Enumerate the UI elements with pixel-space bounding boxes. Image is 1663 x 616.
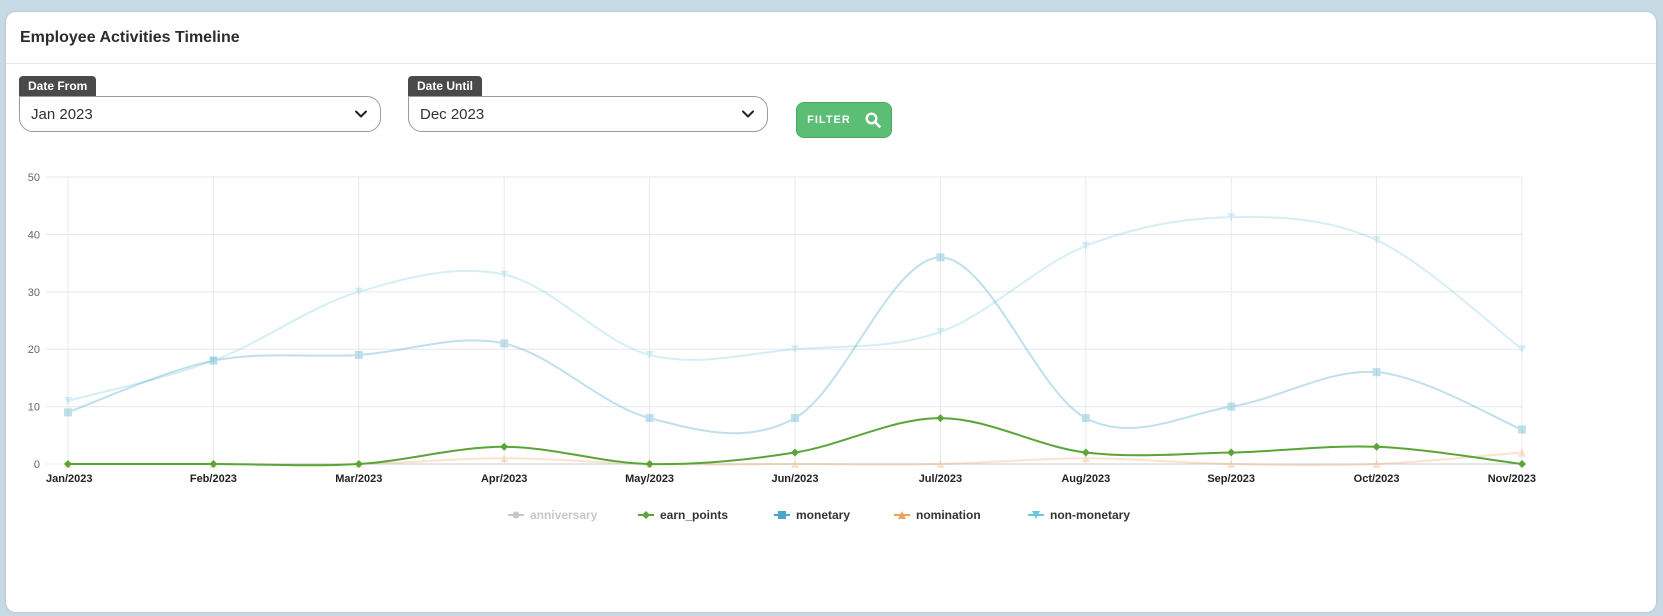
x-tick-label: Apr/2023 (481, 473, 527, 485)
search-icon (865, 112, 881, 128)
date-from-value: Jan 2023 (31, 105, 93, 123)
data-point-non-monetary (936, 327, 945, 336)
filter-button[interactable]: FILTER (796, 102, 892, 138)
legend-item-anniversary[interactable]: anniversary (508, 508, 598, 522)
data-point-non-monetary (1372, 236, 1381, 245)
x-tick-label: Feb/2023 (190, 473, 237, 485)
chevron-down-icon (742, 110, 754, 118)
activities-line-chart: 0 10 20 30 40 50 Jan/2023 Feb/2023 Mar/2023 Apr/… (28, 172, 1536, 522)
series-monetary (64, 253, 1526, 435)
series-earn_points (64, 414, 1526, 468)
chevron-down-icon (355, 110, 367, 118)
x-tick-label: Nov/2023 (1488, 473, 1536, 485)
date-until-value: Dec 2023 (420, 105, 485, 123)
data-point-monetary (500, 339, 509, 348)
data-point-earn_points (1227, 448, 1236, 457)
x-tick-label: Oct/2023 (1354, 473, 1400, 485)
legend-marker (1032, 511, 1040, 519)
date-from-select[interactable]: Jan 2023 (19, 96, 381, 132)
data-point-non-monetary (1081, 241, 1090, 250)
data-point-nomination (1081, 454, 1090, 463)
data-point-non-monetary (500, 270, 509, 279)
data-point-earn_points (354, 460, 363, 468)
x-axis: Jan/2023 Feb/2023 Mar/2023 Apr/2023 May/2023… (46, 473, 1536, 485)
data-point-non-monetary (64, 396, 72, 405)
legend-item-monetary[interactable]: monetary (774, 508, 850, 522)
legend-marker (512, 511, 520, 519)
data-point-nomination (1372, 460, 1381, 468)
card-header: Employee Activities Timeline (6, 12, 1656, 64)
data-point-earn_points (209, 460, 218, 468)
data-point-monetary (936, 253, 945, 262)
data-point-earn_points (500, 442, 509, 451)
chart-series (64, 213, 1526, 468)
y-axis: 0 10 20 30 40 50 (28, 172, 40, 471)
date-from-label: Date From (19, 76, 97, 96)
data-point-earn_points (1518, 460, 1526, 468)
x-tick-label: May/2023 (625, 473, 674, 485)
x-tick-label: Sep/2023 (1207, 473, 1255, 485)
data-point-earn_points (791, 448, 799, 457)
data-point-non-monetary (354, 287, 363, 296)
x-tick-label: Jan/2023 (46, 473, 92, 485)
data-point-nomination (936, 460, 945, 468)
data-point-monetary (791, 414, 799, 423)
data-point-non-monetary (645, 350, 654, 359)
x-tick-label: Jun/2023 (771, 473, 818, 485)
data-point-monetary (1372, 368, 1381, 377)
legend-item-non-monetary[interactable]: non-monetary (1028, 508, 1130, 522)
data-point-earn_points (1372, 442, 1381, 451)
date-until-select[interactable]: Dec 2023 (408, 96, 768, 132)
data-point-non-monetary (209, 356, 218, 365)
data-point-nomination (500, 454, 509, 463)
legend-marker (778, 511, 786, 519)
series-line-monetary (67, 256, 1523, 435)
x-tick-label: Jul/2023 (919, 473, 962, 485)
data-point-monetary (1518, 425, 1526, 434)
y-tick-label: 30 (28, 287, 40, 299)
data-point-monetary (1081, 414, 1090, 423)
data-point-non-monetary (791, 345, 799, 354)
series-line-non-monetary (67, 216, 1523, 402)
data-point-earn_points (64, 460, 72, 468)
legend-label: monetary (796, 508, 850, 522)
data-point-nomination (1518, 448, 1526, 457)
x-tick-label: Aug/2023 (1061, 473, 1110, 485)
chart-legend: anniversary earn_points monetary nomination… (508, 508, 1130, 522)
chart-grid (46, 176, 1523, 465)
data-point-earn_points (1081, 448, 1090, 457)
legend-marker (642, 511, 650, 519)
y-tick-label: 20 (28, 344, 40, 356)
y-tick-label: 40 (28, 229, 40, 241)
x-tick-label: Mar/2023 (335, 473, 382, 485)
data-point-monetary (645, 414, 654, 423)
legend-label: non-monetary (1050, 508, 1130, 522)
date-until-label: Date Until (408, 76, 483, 96)
legend-label: anniversary (530, 508, 598, 522)
filter-button-label: FILTER (807, 114, 851, 126)
legend-label: earn_points (660, 508, 728, 522)
data-point-earn_points (936, 414, 945, 423)
data-point-non-monetary (1227, 213, 1236, 222)
data-point-monetary (354, 350, 363, 359)
data-point-monetary (209, 356, 218, 365)
card-title: Employee Activities Timeline (20, 28, 240, 46)
data-point-monetary (1227, 402, 1236, 411)
legend-item-nomination[interactable]: nomination (894, 508, 981, 522)
y-tick-label: 0 (34, 459, 40, 471)
y-tick-label: 50 (28, 172, 40, 184)
legend-item-earn_points[interactable]: earn_points (638, 508, 728, 522)
legend-label: nomination (916, 508, 981, 522)
data-point-earn_points (645, 460, 654, 468)
data-point-non-monetary (1518, 345, 1526, 354)
filter-row: Date From Jan 2023 Date Until Dec 2023 F… (6, 76, 1656, 138)
series-non-monetary (64, 213, 1526, 405)
data-point-nomination (1227, 460, 1236, 468)
data-point-monetary (64, 408, 72, 417)
y-tick-label: 10 (28, 402, 40, 414)
legend-marker (898, 511, 906, 519)
data-point-nomination (791, 460, 799, 468)
activities-timeline-card: Employee Activities Timeline Date From J… (6, 12, 1656, 612)
